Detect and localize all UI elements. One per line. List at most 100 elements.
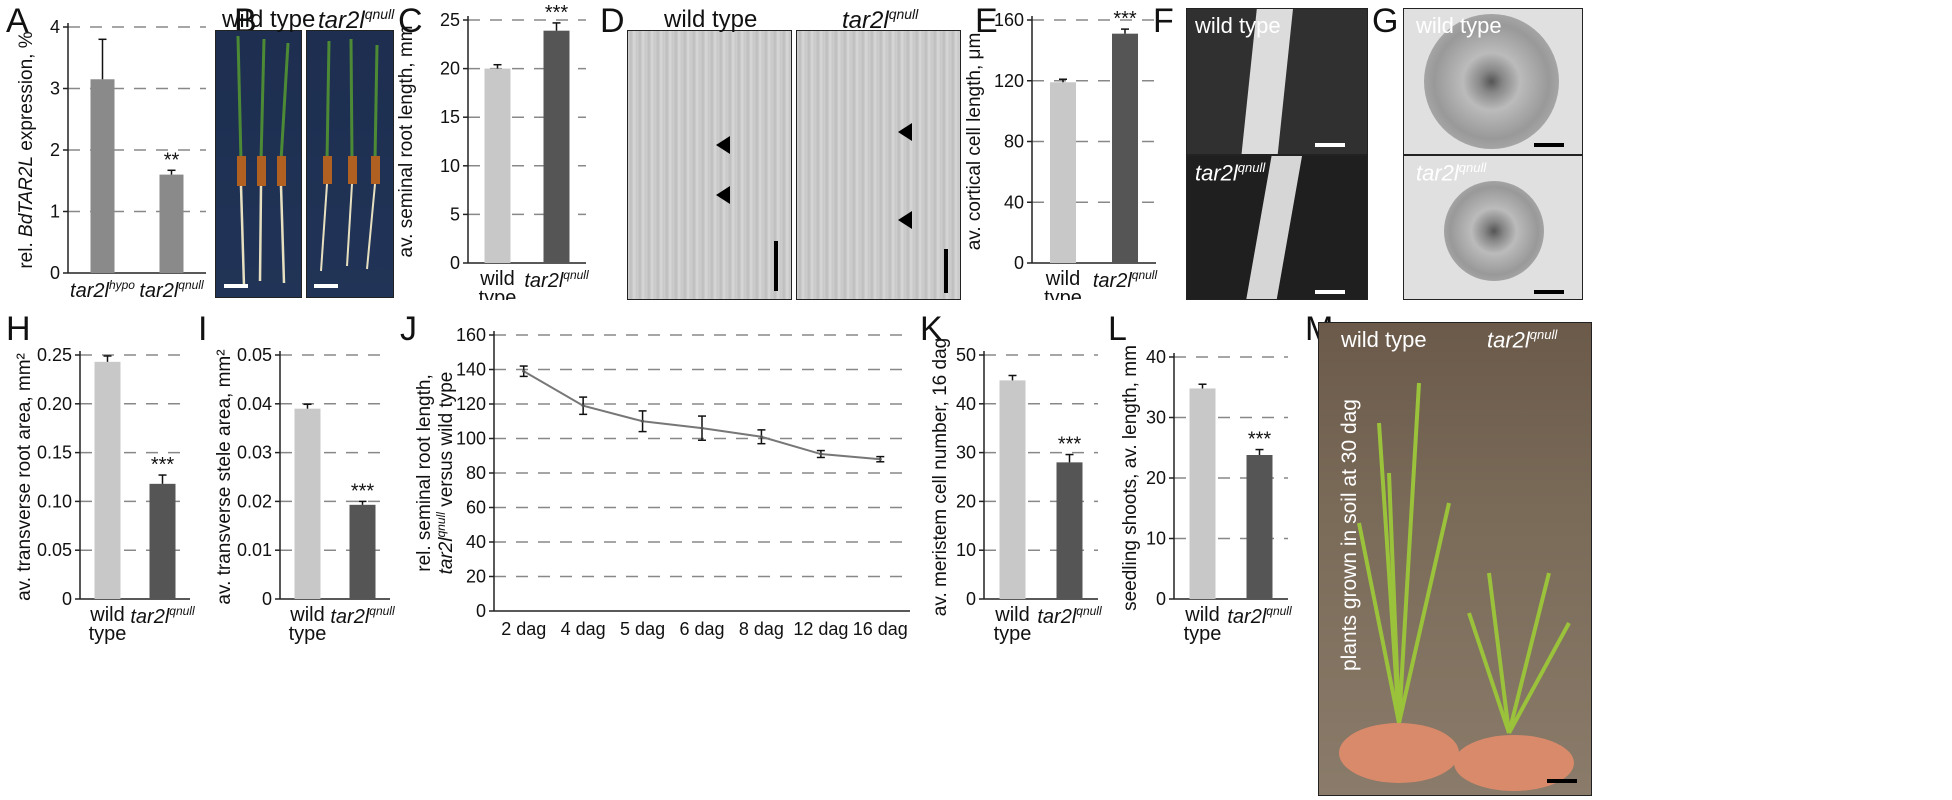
panel-label-i: I bbox=[198, 310, 208, 348]
photo-g-caption-bottom: tar2lqnull bbox=[1416, 160, 1486, 186]
y-tick-label: 10 bbox=[1146, 529, 1166, 549]
bar bbox=[1246, 455, 1273, 599]
x-tick-label: 16 dag bbox=[853, 619, 908, 639]
scale-bar-b-left bbox=[224, 284, 248, 288]
y-tick-label: 0.20 bbox=[37, 394, 72, 414]
bar bbox=[159, 174, 184, 273]
panel-label-a: A bbox=[6, 2, 29, 40]
photo-d-caption-right-main: tar2l bbox=[842, 7, 889, 34]
y-tick-label: 0 bbox=[966, 589, 976, 609]
photo-m-caption-right-sup: qnull bbox=[1529, 327, 1558, 342]
y-axis-label: seedling shoots, av. length, mm bbox=[1120, 345, 1141, 611]
x-tick-label: type bbox=[994, 623, 1032, 645]
y-tick-label: 0 bbox=[450, 253, 460, 273]
y-axis-label-part: av. meristem cell number, 16 dag bbox=[930, 338, 951, 616]
scale-bar-m bbox=[1547, 779, 1577, 783]
photo-f-caption-top: wild type bbox=[1195, 13, 1281, 38]
x-tick-label: 5 dag bbox=[620, 619, 665, 639]
y-axis-label-part: seedling shoots, av. length, mm bbox=[1120, 345, 1141, 611]
y-tick-label: 0.04 bbox=[237, 394, 272, 414]
x-tick-label: wild bbox=[289, 604, 324, 626]
photo-f-caption-bottom-main: tar2l bbox=[1195, 160, 1238, 186]
y-tick-label: 50 bbox=[956, 345, 976, 365]
scale-bar-b-right bbox=[314, 284, 338, 288]
photo-b-wild-type-seedlings bbox=[215, 30, 302, 298]
x-tick-label: type bbox=[89, 623, 127, 645]
y-tick-label: 10 bbox=[956, 540, 976, 560]
photo-g-mutant: tar2lqnull bbox=[1403, 155, 1583, 300]
cross-section-illustration-mutant bbox=[1444, 181, 1544, 281]
y-axis-label-part: tar2l bbox=[436, 537, 457, 575]
y-axis-label-part: av. transverse root area, mm² bbox=[14, 353, 35, 601]
photo-b-caption-left: wild type bbox=[222, 6, 316, 33]
chart-j: 0 20 40 60 80 100 120 140 160 rel. seminal root l… bbox=[414, 325, 910, 639]
panel-label-k: K bbox=[920, 310, 943, 348]
y-tick-label: 0 bbox=[1156, 589, 1166, 609]
y-axis-label-part: versus wild type bbox=[436, 372, 457, 512]
x-tick-label: wild bbox=[994, 604, 1029, 626]
y-tick-label: 100 bbox=[456, 429, 486, 449]
y-axis-label: av. transverse root area, mm² bbox=[14, 353, 35, 601]
y-tick-label: 3 bbox=[50, 79, 60, 99]
x-tick-label: type bbox=[479, 287, 517, 300]
y-axis-label-part: av. transverse stele area, mm² bbox=[214, 349, 235, 604]
x-tick-label: wild bbox=[1045, 268, 1080, 290]
y-tick-label: 30 bbox=[1146, 408, 1166, 428]
y-axis-label: av. meristem cell number, 16 dag bbox=[930, 338, 951, 616]
y-tick-label: 30 bbox=[956, 443, 976, 463]
y-tick-label: 20 bbox=[956, 491, 976, 511]
scale-bar-f-bottom bbox=[1315, 290, 1345, 294]
panel-label-h: H bbox=[6, 310, 31, 348]
y-tick-label: 140 bbox=[456, 360, 486, 380]
series-line bbox=[523, 370, 881, 461]
y-tick-label: 80 bbox=[466, 463, 486, 483]
x-tick-label: 8 dag bbox=[739, 619, 784, 639]
photo-b-caption-right: tar2lqnull bbox=[318, 6, 394, 35]
panel-label-g: G bbox=[1372, 2, 1399, 40]
bar bbox=[94, 361, 121, 599]
x-tick-label: tar2lhypo bbox=[70, 278, 135, 300]
x-tick-label-main: tar2l bbox=[139, 280, 178, 300]
bar bbox=[999, 380, 1026, 599]
x-tick-label-main: tar2l bbox=[1037, 606, 1076, 628]
y-tick-label: 0.05 bbox=[37, 540, 72, 560]
x-tick-label: tar2lqnull bbox=[1093, 268, 1158, 292]
y-tick-label: 40 bbox=[466, 532, 486, 552]
x-tick-label: 6 dag bbox=[679, 619, 724, 639]
y-tick-label: 0.15 bbox=[37, 443, 72, 463]
y-axis-label-part: expression, % bbox=[16, 31, 37, 156]
x-tick-label: tar2lqnull bbox=[524, 268, 589, 292]
x-tick-label-main: tar2l bbox=[130, 606, 169, 628]
significance-label: *** bbox=[1113, 8, 1137, 30]
x-tick-label-sup: hypo bbox=[109, 278, 135, 292]
y-tick-label: 0.03 bbox=[237, 443, 272, 463]
photo-g-caption-top: wild type bbox=[1416, 13, 1502, 38]
y-tick-label: 2 bbox=[50, 140, 60, 160]
bar bbox=[349, 504, 376, 599]
y-axis-label: av. seminal root length, mm bbox=[396, 26, 417, 258]
y-tick-label: 120 bbox=[456, 394, 486, 414]
chart-c: 0 5 10 15 20 25 av. seminal root length, mm wil… bbox=[396, 2, 589, 300]
bar bbox=[90, 79, 115, 274]
data-point bbox=[759, 435, 763, 439]
photo-m-caption-right: tar2lqnull bbox=[1487, 327, 1557, 353]
y-tick-label: 0.25 bbox=[37, 345, 72, 365]
photo-d-mutant bbox=[796, 30, 961, 300]
x-tick-label: type bbox=[1184, 623, 1222, 645]
cross-section-illustration bbox=[1424, 14, 1559, 149]
panel-label-c: C bbox=[398, 2, 423, 40]
panel-label-d: D bbox=[600, 2, 625, 40]
x-tick-label: 4 dag bbox=[561, 619, 606, 639]
panel-label-j: J bbox=[400, 310, 417, 348]
y-tick-label: 0.02 bbox=[237, 491, 272, 511]
significance-label: *** bbox=[1248, 429, 1272, 451]
y-tick-label: 120 bbox=[994, 71, 1024, 91]
y-tick-label: 40 bbox=[956, 394, 976, 414]
data-point bbox=[581, 404, 585, 408]
x-tick-label-sup: qnull bbox=[1266, 604, 1292, 618]
y-tick-label: 160 bbox=[456, 325, 486, 345]
